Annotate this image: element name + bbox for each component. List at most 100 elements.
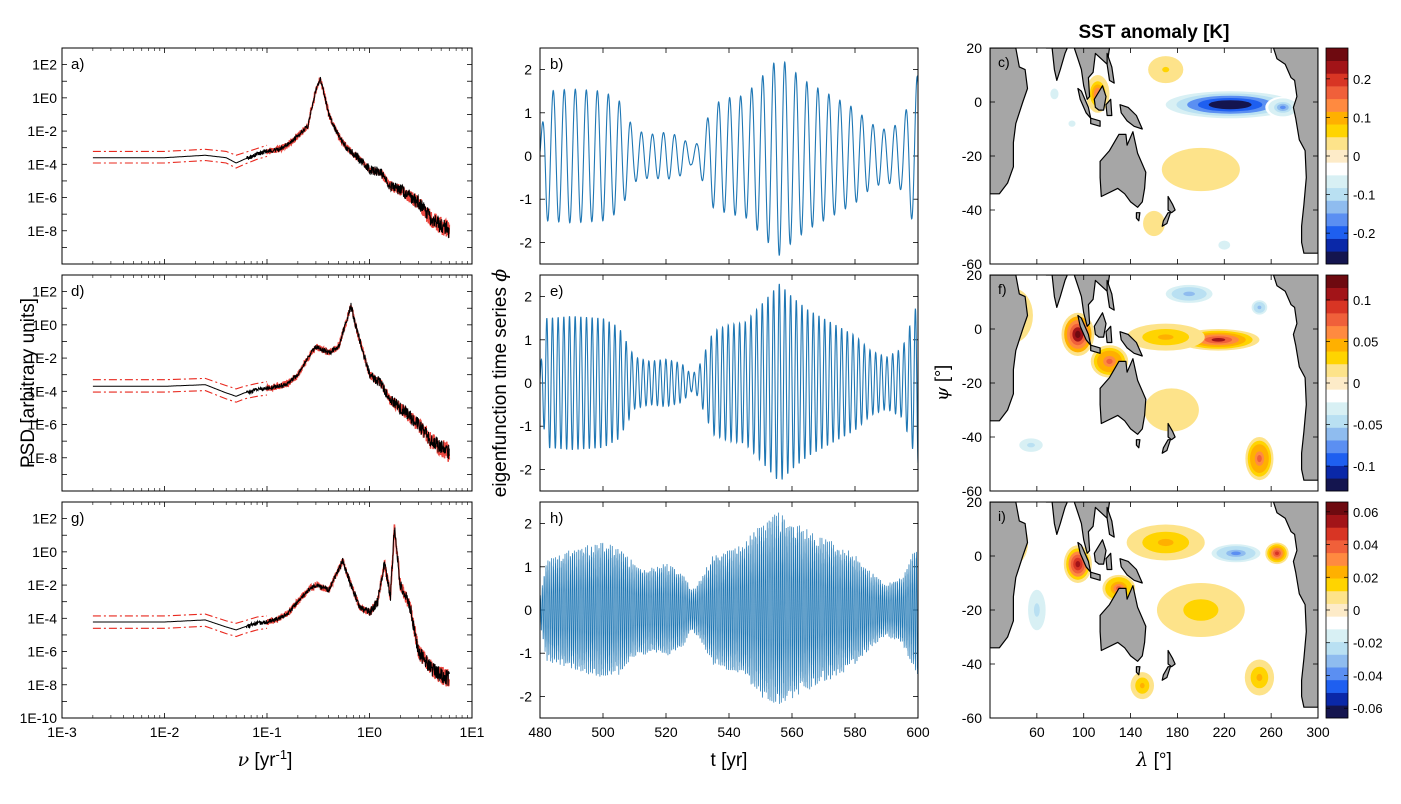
colorbar-swatch <box>1326 514 1348 528</box>
axes-frame <box>61 47 473 265</box>
colorbar-tick-label: -0.05 <box>1353 418 1383 433</box>
land-mass <box>1090 344 1101 354</box>
map-xlabel: λ [°] <box>1135 749 1171 771</box>
anomaly-contour <box>1191 164 1211 175</box>
y-tick-label: 1E0 <box>32 317 57 333</box>
colorbar-tick-label: 0 <box>1353 376 1360 391</box>
anomaly-contour <box>1211 338 1226 342</box>
panel-label: f) <box>998 281 1007 297</box>
anomaly-contour <box>1029 205 1045 215</box>
colorbar-swatch <box>1326 578 1348 592</box>
colorbar-i: -0.06 -0.04 -0.02 0 0.02 0.04 0.06 <box>1325 501 1383 719</box>
y-tick-label: 1E-6 <box>27 190 57 206</box>
land-mass <box>1167 649 1176 668</box>
colorbar-swatch <box>1326 641 1348 655</box>
y-tick-label: -60 <box>962 710 982 726</box>
land-mass <box>1099 358 1147 435</box>
y-tick-label: 1E-6 <box>27 644 57 660</box>
land-mass <box>1119 104 1143 130</box>
colorbar-swatch <box>1326 149 1348 163</box>
y-tick-label: 2 <box>524 62 532 78</box>
land-mass <box>990 502 1029 649</box>
ts-ylabel: eigenfunction time series ϕ <box>489 269 511 497</box>
colorbar-swatch <box>1326 162 1348 176</box>
y-tick-label: 1E0 <box>32 544 57 560</box>
colorbar-swatch <box>1326 200 1348 214</box>
x-tick-label: 500 <box>591 724 615 740</box>
ts-ylabel-text: eigenfunction time series <box>490 287 511 497</box>
anomaly-contour <box>1075 560 1081 568</box>
plot-area <box>62 502 472 718</box>
y-tick-label: 1 <box>524 332 532 348</box>
colorbar-tick-label: 0.1 <box>1353 293 1371 308</box>
confidence-bound-line <box>92 613 268 624</box>
anomaly-contour <box>1231 551 1241 556</box>
anomaly-contour <box>1068 120 1076 127</box>
map-ylabel: ψ [°] <box>932 365 953 401</box>
panel-label: i) <box>998 508 1006 524</box>
colorbar-tick-label: -0.1 <box>1353 188 1375 203</box>
y-tick-label: 1E0 <box>32 90 57 106</box>
y-tick-label: -40 <box>962 656 982 672</box>
x-tick-label: 300 <box>1306 724 1330 740</box>
y-tick-label: 1E-8 <box>27 450 57 466</box>
map-panel-f: -60 -40 -20 0 20 f) <box>962 267 1319 499</box>
colorbar-swatch <box>1326 603 1348 617</box>
colorbar-swatch <box>1326 124 1348 138</box>
anomaly-contour <box>1219 102 1241 107</box>
colorbar-swatch <box>1326 540 1348 554</box>
anomaly-contour <box>1221 242 1228 248</box>
land-mass <box>990 275 1029 422</box>
panel-label: e) <box>550 283 563 300</box>
colorbar-tick-label: -0.04 <box>1353 668 1383 683</box>
land-mass <box>1161 439 1171 454</box>
land-group <box>990 275 1318 481</box>
confidence-bound-line <box>92 144 268 156</box>
land-mass <box>1119 558 1143 584</box>
y-tick-label: -60 <box>962 256 982 272</box>
land-mass <box>1045 275 1068 308</box>
y-tick-label: 1E-2 <box>27 123 57 139</box>
colorbar-swatch <box>1326 300 1348 314</box>
colorbar-swatch <box>1326 213 1348 227</box>
axes-frame <box>989 47 1319 265</box>
x-tick-label: 1E-3 <box>47 724 77 740</box>
y-tick-label: 1E2 <box>32 57 57 73</box>
x-tick-label: 580 <box>843 724 867 740</box>
y-tick-label: -2 <box>520 234 533 250</box>
ts-panel-b: -2 -1 0 1 2 b) <box>520 47 919 265</box>
x-tick-label: 1E-2 <box>150 724 180 740</box>
y-tick-label: 1E-2 <box>27 350 57 366</box>
colorbar-swatch <box>1326 275 1348 289</box>
land-mass <box>1099 585 1147 662</box>
land-mass <box>1045 502 1068 535</box>
confidence-bound-line <box>92 390 268 403</box>
anomaly-field <box>1021 56 1301 257</box>
y-tick-label: 0 <box>974 94 982 110</box>
colorbar-swatch <box>1326 351 1348 365</box>
series-group <box>92 302 451 462</box>
psd-xlabel: ν [yr-1] <box>238 747 293 771</box>
y-tick-label: 1E-10 <box>20 710 58 726</box>
map-panel-i: -60 -40 -20 0 20 60 100 140 180 220 260 300 i) <box>962 494 1330 740</box>
ticks <box>990 274 1319 492</box>
colorbar-swatch <box>1326 86 1348 100</box>
psd-line <box>92 527 450 686</box>
y-tick-label: -20 <box>962 148 982 164</box>
colorbar-swatch <box>1326 338 1348 352</box>
x-tick-label: 1E0 <box>357 724 382 740</box>
map-xlabel-symbol: λ <box>1135 749 1148 771</box>
psd-line <box>92 302 450 460</box>
axes-frame <box>539 274 919 492</box>
land-mass <box>990 48 1029 195</box>
land-mass <box>1272 502 1318 708</box>
panel-label: d) <box>71 283 84 300</box>
confidence-bound-line <box>92 155 268 169</box>
map-xlabel-unit: [°] <box>1148 750 1171 771</box>
series-group <box>92 524 450 687</box>
colorbar-swatch <box>1326 414 1348 428</box>
panel-label: g) <box>71 510 84 527</box>
anomaly-contour <box>1033 603 1040 617</box>
land-mass <box>1135 439 1141 449</box>
colorbar-swatch <box>1326 527 1348 541</box>
